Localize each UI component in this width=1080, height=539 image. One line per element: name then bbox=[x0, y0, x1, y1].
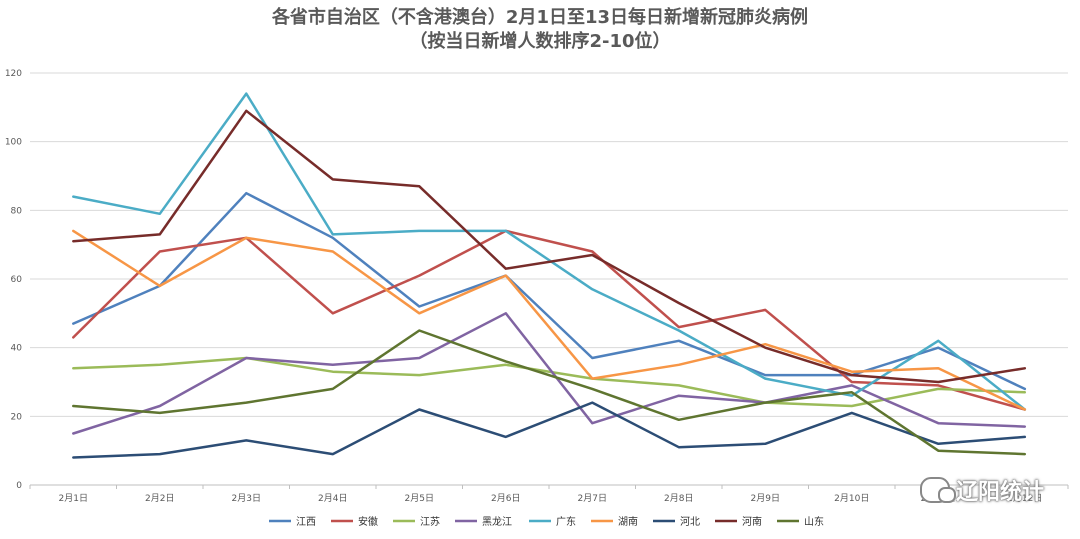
series-line-8 bbox=[72, 109, 1027, 384]
watermark-text: 辽阳统计 bbox=[955, 480, 1044, 505]
x-tick-label: 2月5日 bbox=[405, 493, 434, 504]
y-tick-label: 0 bbox=[16, 481, 22, 491]
legend-label: 河南 bbox=[742, 515, 762, 528]
y-tick-label: 80 bbox=[11, 206, 23, 216]
legend-label: 黑龙江 bbox=[482, 515, 512, 528]
y-tick-label: 20 bbox=[11, 412, 23, 422]
chart-title-line1: 各省市自治区（不含港澳台）2月1日至13日每日新增新冠肺炎病例 bbox=[271, 7, 809, 28]
x-tick-label: 2月2日 bbox=[145, 493, 174, 504]
legend-label: 江苏 bbox=[420, 515, 440, 528]
legend-label: 湖南 bbox=[618, 515, 638, 528]
chart-title: 各省市自治区（不含港澳台）2月1日至13日每日新增新冠肺炎病例 （按当日新增人数… bbox=[0, 6, 1080, 54]
series-line-6 bbox=[72, 229, 1027, 411]
series-line-7 bbox=[72, 401, 1027, 459]
y-tick-label: 40 bbox=[11, 344, 23, 354]
series-line-2 bbox=[72, 229, 1027, 411]
y-tick-label: 120 bbox=[5, 69, 22, 79]
legend-label: 江西 bbox=[296, 516, 316, 528]
series-line-4 bbox=[72, 312, 1027, 435]
x-tick-label: 2月8日 bbox=[664, 493, 693, 504]
legend-label: 广东 bbox=[556, 515, 576, 528]
series-line-9 bbox=[72, 329, 1027, 456]
x-tick-label: 2月7日 bbox=[578, 493, 607, 504]
watermark: 辽阳统计 bbox=[919, 474, 1044, 506]
y-tick-label: 100 bbox=[5, 138, 22, 148]
x-tick-label: 2月9日 bbox=[751, 493, 780, 504]
series-line-5 bbox=[72, 92, 1027, 411]
legend-label: 河北 bbox=[680, 516, 700, 528]
wechat-icon bbox=[919, 477, 956, 503]
x-tick-label: 2月6日 bbox=[491, 493, 520, 504]
legend-label: 山东 bbox=[804, 515, 824, 528]
x-tick-label: 2月4日 bbox=[318, 493, 347, 504]
x-tick-label: 2月3日 bbox=[232, 493, 261, 504]
chart-subtitle: （按当日新增人数排序2-10位） bbox=[409, 31, 671, 52]
y-tick-label: 60 bbox=[11, 275, 23, 285]
x-tick-label: 2月1日 bbox=[59, 493, 88, 504]
legend-label: 安徽 bbox=[358, 515, 378, 528]
x-tick-label: 2月10日 bbox=[834, 493, 869, 504]
x-tick-label: 2月12日 bbox=[1007, 493, 1042, 504]
